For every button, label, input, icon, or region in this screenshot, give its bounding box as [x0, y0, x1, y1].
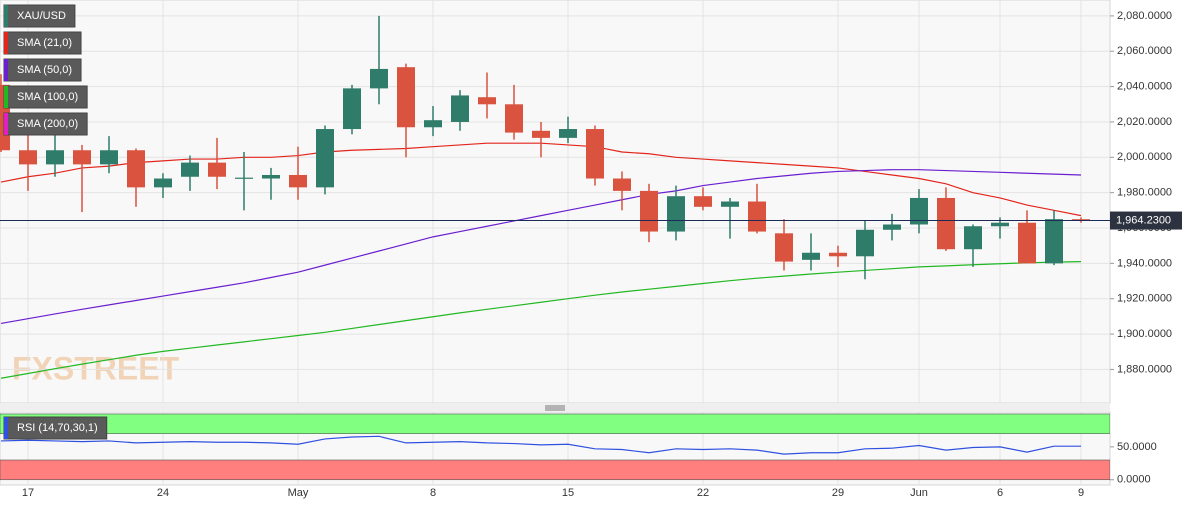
- y-tick-label: 2,080.0000: [1117, 10, 1172, 22]
- candle-body: [100, 150, 118, 165]
- candle-body: [667, 196, 685, 232]
- indicator-line: [0, 435, 1081, 455]
- candle-body: [505, 104, 523, 133]
- x-tick-label: 15: [562, 487, 574, 499]
- candle-body: [208, 162, 226, 177]
- candle-body: [370, 68, 388, 89]
- candle-body: [856, 229, 874, 257]
- y-tick-label: 2,060.0000: [1117, 45, 1172, 57]
- y-tick-label: 2,040.0000: [1117, 81, 1172, 93]
- legend-swatch: [4, 113, 8, 135]
- y-tick-label: 1,920.0000: [1117, 293, 1172, 305]
- candle-body: [721, 201, 739, 207]
- candle-body: [559, 129, 577, 138]
- watermark: FXSTREET: [12, 350, 180, 386]
- legend-swatch: [4, 32, 8, 54]
- candle-body: [451, 95, 469, 122]
- last-price-label: 1,964.2300: [1116, 214, 1171, 226]
- candle-body: [937, 197, 955, 250]
- candle-body: [694, 196, 712, 207]
- candle-body: [46, 150, 64, 165]
- legend-label[interactable]: SMA (21,0): [17, 37, 72, 49]
- legend-swatch: [4, 86, 8, 108]
- candle-body: [613, 178, 631, 191]
- candle-body: [424, 120, 442, 128]
- x-tick-label: 22: [697, 487, 709, 499]
- legend-swatch: [4, 59, 8, 81]
- indicator-line: [0, 169, 1082, 325]
- candle-body: [127, 150, 145, 188]
- last-price-tag: [1110, 211, 1182, 230]
- candle-body: [235, 177, 253, 179]
- x-tick-label: 9: [1078, 487, 1084, 499]
- y-tick-label: 50.0000: [1117, 441, 1157, 453]
- candle-body: [154, 178, 172, 188]
- rsi-zone: [0, 459, 1110, 481]
- candle-body: [1045, 219, 1063, 264]
- candle-body: [910, 197, 928, 225]
- candle-body: [829, 252, 847, 257]
- x-tick-label: 8: [430, 487, 436, 499]
- x-tick-label: Jun: [910, 487, 928, 499]
- candle-body: [73, 150, 91, 165]
- price-plot: [0, 15, 1110, 379]
- candle-body: [748, 201, 766, 232]
- candle-body: [640, 190, 658, 232]
- x-tick-label: 29: [832, 487, 844, 499]
- x-tick-label: May: [288, 487, 309, 499]
- candle-body: [316, 129, 334, 188]
- y-tick-label: 1,900.0000: [1117, 328, 1172, 340]
- legend-swatch: [4, 417, 8, 439]
- candle-body: [586, 129, 604, 179]
- indicator-line: [0, 260, 1082, 379]
- x-tick-label: 6: [997, 487, 1003, 499]
- candle-body: [775, 233, 793, 262]
- rsi-plot: [0, 413, 1110, 481]
- candle-body: [289, 174, 307, 188]
- legend-label[interactable]: XAU/USD: [17, 10, 66, 22]
- legend-label[interactable]: SMA (100,0): [17, 91, 78, 103]
- y-tick-label: 0.0000: [1117, 474, 1151, 486]
- candle-body: [1018, 222, 1036, 264]
- candle-body: [532, 130, 550, 138]
- x-tick-label: 24: [157, 487, 169, 499]
- y-tick-label: 2,000.0000: [1117, 151, 1172, 163]
- legend-swatch: [4, 5, 8, 27]
- legend-label[interactable]: SMA (50,0): [17, 64, 72, 76]
- candle-body: [181, 162, 199, 177]
- candle-body: [1072, 219, 1090, 221]
- y-tick-label: 2,020.0000: [1117, 116, 1172, 128]
- candle-body: [262, 174, 280, 179]
- legend-label[interactable]: SMA (200,0): [17, 118, 78, 130]
- candle-body: [883, 224, 901, 230]
- legend-label[interactable]: RSI (14,70,30,1): [17, 422, 98, 434]
- candle-body: [19, 150, 37, 165]
- candle-body: [397, 67, 415, 128]
- y-tick-label: 1,940.0000: [1117, 257, 1172, 269]
- x-tick-label: 17: [22, 487, 34, 499]
- axes: 17 24 May 8 15 22 29 Jun 6 9 1,880.0000 1,900.0000 1…: [22, 10, 1182, 499]
- legend: XAU/USD SMA (21,0) SMA (50,0) SMA (100,0) SM…: [3, 4, 108, 440]
- y-tick-label: 1,880.0000: [1117, 363, 1172, 375]
- rsi-zone: [0, 413, 1110, 435]
- candle-body: [964, 226, 982, 250]
- candle-body: [802, 252, 820, 260]
- candle-body: [478, 97, 496, 105]
- candle-body: [343, 88, 361, 130]
- y-tick-label: 1,980.0000: [1117, 187, 1172, 199]
- candle-body: [991, 222, 1009, 227]
